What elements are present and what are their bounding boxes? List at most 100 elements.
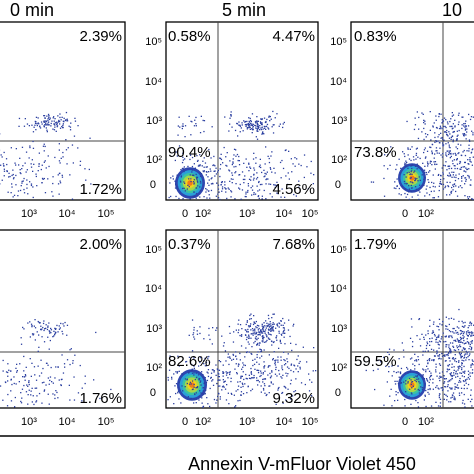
event-dot (246, 392, 248, 394)
event-dot (469, 157, 471, 159)
event-dot (469, 321, 471, 323)
event-dot (459, 185, 462, 187)
event-dot (469, 140, 471, 142)
quadrant-ur-r1c1: 2.39% (79, 28, 122, 45)
event-dot (407, 372, 409, 374)
event-dot (247, 341, 249, 343)
event-dot (447, 385, 449, 388)
event-dot (216, 327, 218, 329)
event-dot (26, 169, 28, 171)
event-dot (387, 351, 389, 353)
event-dot (443, 354, 445, 357)
y-tick-label: 10³ (146, 115, 162, 127)
event-dot (207, 372, 209, 374)
event-dot (58, 160, 61, 162)
event-dot (66, 118, 68, 120)
event-dot (18, 117, 21, 120)
event-dot (208, 190, 210, 192)
event-dot (290, 369, 292, 372)
event-dot (200, 173, 203, 175)
event-dot (451, 387, 453, 389)
event-dot (259, 351, 262, 353)
event-dot (463, 376, 465, 378)
event-dot (460, 337, 462, 340)
event-dot (399, 372, 402, 375)
event-dot (287, 329, 290, 331)
event-dot (245, 193, 247, 195)
event-dot (272, 327, 274, 329)
event-dot (297, 371, 299, 373)
event-dot (450, 191, 452, 193)
event-dot (440, 183, 442, 185)
event-dot (26, 384, 28, 386)
x-tick-label: 10² (195, 416, 211, 428)
event-dot (452, 131, 454, 133)
event-dot (41, 177, 44, 180)
event-dot (408, 171, 410, 173)
event-dot (257, 125, 260, 128)
event-dot (24, 379, 26, 381)
event-dot (7, 375, 9, 377)
event-dot (244, 364, 246, 367)
event-dot (467, 174, 469, 177)
event-dot (42, 367, 44, 370)
event-dot (188, 383, 191, 385)
event-dot (280, 196, 282, 198)
event-dot (241, 122, 243, 124)
event-dot (313, 174, 315, 176)
event-dot (262, 132, 264, 135)
event-dot (461, 320, 463, 322)
quadrant-ll-r2c3: 59.5% (354, 353, 397, 370)
event-dot (440, 154, 442, 156)
event-dot (31, 124, 33, 126)
event-dot (257, 120, 259, 122)
event-dot (267, 325, 269, 328)
event-dot (213, 370, 215, 372)
event-dot (70, 122, 72, 124)
event-dot (24, 162, 26, 164)
y-tick-label: 10⁵ (145, 36, 162, 48)
event-dot (457, 375, 459, 378)
event-dot (207, 403, 209, 405)
event-dot (400, 381, 403, 384)
event-dot (35, 173, 37, 175)
cloud-upper-r2c1 (20, 319, 69, 343)
event-dot (43, 390, 45, 392)
event-dot (265, 320, 267, 322)
event-dot (252, 179, 255, 181)
event-dot (263, 325, 265, 327)
event-dot (204, 162, 207, 164)
event-dot (240, 391, 243, 393)
event-dot (423, 387, 425, 389)
event-dot (200, 380, 202, 382)
event-dot (44, 192, 47, 194)
event-dot (463, 343, 465, 345)
event-dot (35, 129, 37, 131)
cloud-lr-r2c3 (422, 320, 474, 408)
event-dot (461, 359, 463, 361)
event-dot (253, 192, 255, 194)
event-dot (268, 183, 270, 185)
event-dot (47, 119, 49, 121)
event-dot (186, 382, 188, 385)
event-dot (451, 394, 454, 396)
event-dot (453, 366, 455, 368)
event-dot (205, 166, 207, 168)
event-dot (209, 197, 211, 199)
event-dot (275, 337, 277, 339)
event-dot (204, 365, 207, 367)
event-dot (258, 166, 261, 168)
event-dot (418, 363, 420, 366)
event-dot (49, 118, 51, 121)
event-dot (250, 124, 252, 126)
event-dot (263, 133, 265, 135)
event-dot (449, 360, 451, 362)
event-dot (439, 405, 441, 407)
event-dot (438, 355, 440, 357)
event-dot (181, 373, 183, 375)
event-dot (408, 396, 410, 398)
event-dot (204, 392, 206, 395)
event-dot (463, 170, 466, 172)
event-dot (406, 366, 408, 369)
event-dot (462, 330, 464, 333)
